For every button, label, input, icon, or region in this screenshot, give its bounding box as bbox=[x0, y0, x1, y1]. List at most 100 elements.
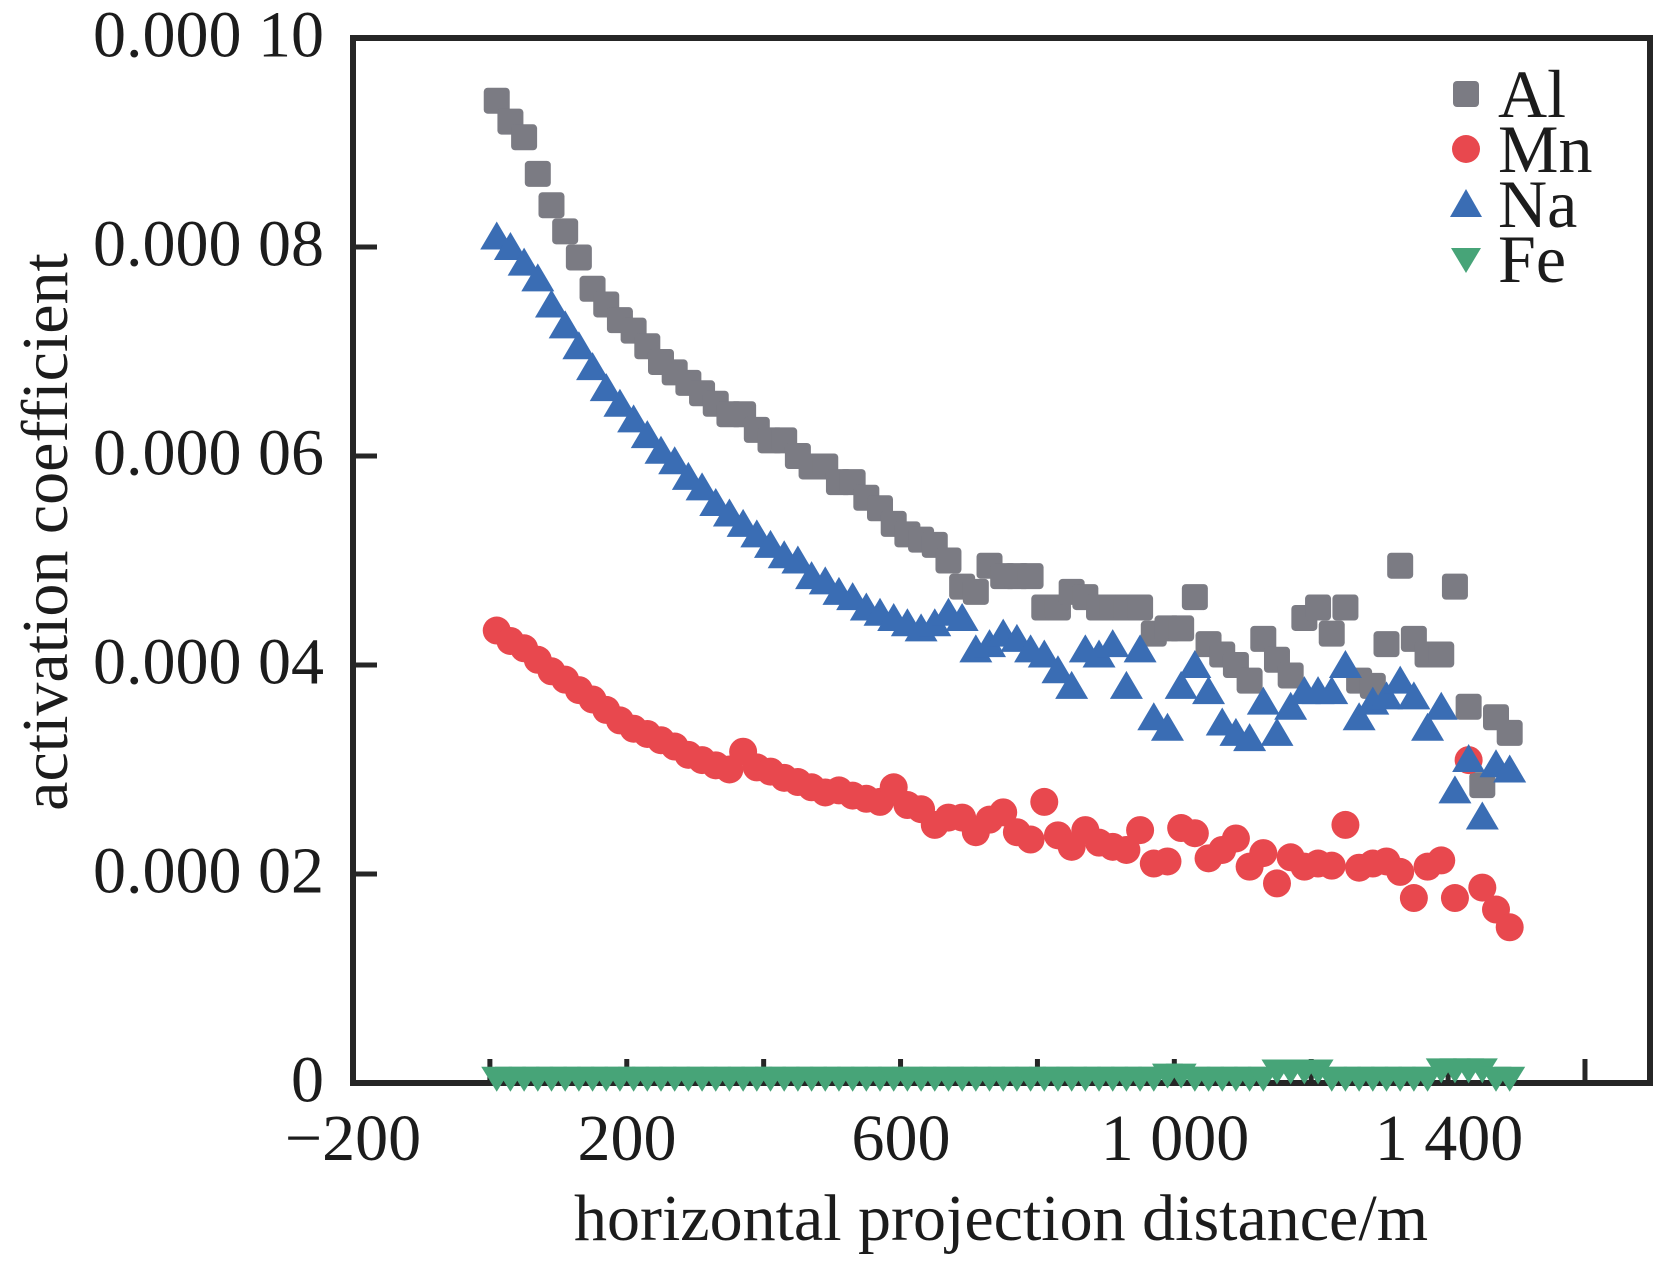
al-marker bbox=[538, 192, 565, 219]
na-marker bbox=[521, 263, 555, 292]
mn-marker bbox=[1495, 913, 1524, 942]
mn-marker bbox=[1440, 884, 1469, 913]
na-marker bbox=[1465, 801, 1499, 830]
y-axis-title: activation coefficient bbox=[9, 253, 82, 811]
na-marker bbox=[1369, 681, 1403, 710]
na-marker bbox=[562, 331, 596, 360]
y-tick-label: 0.000 08 bbox=[93, 207, 324, 281]
na-marker bbox=[1493, 754, 1527, 783]
na-marker bbox=[1233, 723, 1267, 752]
al-marker bbox=[565, 244, 592, 271]
al-marker bbox=[1127, 594, 1154, 621]
mn-marker bbox=[1112, 835, 1141, 864]
na-marker bbox=[1041, 655, 1075, 684]
legend-item-mn: Mn bbox=[1448, 115, 1592, 183]
na-marker bbox=[1274, 691, 1308, 720]
na-marker bbox=[1150, 712, 1184, 741]
legend-label-al: Al bbox=[1498, 55, 1566, 132]
mn-marker bbox=[989, 798, 1018, 827]
na-marker bbox=[1123, 634, 1157, 663]
al-marker bbox=[1428, 641, 1455, 668]
na-marker bbox=[617, 404, 651, 433]
na-marker bbox=[1164, 670, 1198, 699]
legend-label-na: Na bbox=[1498, 165, 1578, 242]
fe-marker bbox=[1494, 1066, 1526, 1092]
legend-item-al: Al bbox=[1448, 60, 1592, 128]
na-marker bbox=[1109, 670, 1143, 699]
na-marker bbox=[1438, 775, 1472, 804]
al-marker bbox=[1387, 552, 1414, 579]
na-marker bbox=[630, 420, 664, 449]
al-marker bbox=[483, 87, 510, 114]
mn-marker bbox=[1427, 846, 1456, 875]
na-marker bbox=[1328, 650, 1362, 678]
na-marker bbox=[534, 289, 568, 318]
na-marker bbox=[1452, 744, 1486, 773]
mn-marker bbox=[1030, 787, 1059, 816]
al-marker bbox=[1017, 563, 1044, 590]
legend-item-fe: Fe bbox=[1448, 225, 1592, 293]
na-marker bbox=[1260, 717, 1294, 746]
al-marker bbox=[1277, 662, 1304, 689]
al-marker bbox=[962, 578, 989, 605]
x-tick-label: 200 bbox=[577, 1102, 677, 1175]
na-marker bbox=[1027, 639, 1061, 668]
na-marker bbox=[493, 232, 527, 260]
mn-marker bbox=[1399, 884, 1428, 913]
na-marker bbox=[1424, 691, 1458, 720]
mn-marker bbox=[1221, 824, 1250, 853]
na-marker bbox=[1315, 676, 1349, 705]
legend-label-fe: Fe bbox=[1498, 220, 1566, 297]
fe-marker bbox=[1466, 1058, 1498, 1084]
mn-marker bbox=[1262, 869, 1291, 898]
al-marker bbox=[1373, 631, 1400, 658]
y-tick-label: 0 bbox=[291, 1043, 324, 1117]
y-tick-label: 0.000 10 bbox=[93, 0, 324, 72]
legend-item-na: Na bbox=[1448, 170, 1592, 238]
al-marker bbox=[1332, 594, 1359, 621]
na-marker bbox=[1178, 650, 1212, 678]
na-marker bbox=[945, 602, 979, 631]
mn-marker bbox=[1180, 819, 1209, 848]
x-tick-label: −200 bbox=[284, 1102, 422, 1175]
na-marker bbox=[1192, 676, 1226, 705]
na-marker bbox=[1096, 629, 1130, 658]
mn-circle-icon bbox=[1452, 134, 1480, 163]
legend: Al Mn Na Fe bbox=[1448, 60, 1592, 293]
mn-marker bbox=[1331, 810, 1360, 839]
al-marker bbox=[1305, 594, 1332, 621]
na-marker bbox=[1342, 702, 1376, 731]
plot-area bbox=[350, 35, 1653, 1092]
mn-marker bbox=[1126, 816, 1155, 845]
na-marker bbox=[685, 472, 719, 501]
na-marker bbox=[781, 545, 815, 574]
na-marker bbox=[507, 247, 541, 276]
y-tick-label: 0.000 02 bbox=[93, 834, 324, 908]
al-marker bbox=[1359, 672, 1386, 699]
x-tick-label: 1 400 bbox=[1374, 1102, 1524, 1175]
al-marker bbox=[1250, 625, 1277, 652]
al-marker bbox=[552, 218, 579, 245]
mn-marker bbox=[1317, 851, 1346, 880]
al-marker bbox=[1469, 772, 1496, 799]
fe-triangle-down-icon bbox=[1451, 247, 1481, 273]
fe-marker bbox=[1302, 1059, 1334, 1085]
x-axis-title: horizontal projection distance/m bbox=[573, 1182, 1429, 1255]
na-marker bbox=[548, 310, 582, 339]
y-tick-label: 0.000 04 bbox=[93, 625, 324, 699]
y-tick-label: 0.000 06 bbox=[93, 416, 324, 490]
na-marker bbox=[658, 446, 692, 475]
na-marker bbox=[1397, 681, 1431, 710]
na-marker bbox=[1246, 686, 1280, 715]
al-marker bbox=[1318, 620, 1345, 647]
mn-marker bbox=[1016, 825, 1045, 854]
al-marker bbox=[1181, 584, 1208, 611]
na-marker bbox=[1383, 665, 1417, 694]
mn-marker bbox=[1386, 857, 1415, 886]
al-marker bbox=[935, 547, 962, 574]
na-marker bbox=[589, 373, 623, 402]
x-tick-label: 600 bbox=[851, 1102, 951, 1175]
al-square-icon bbox=[1453, 80, 1479, 107]
na-marker bbox=[1411, 712, 1445, 741]
